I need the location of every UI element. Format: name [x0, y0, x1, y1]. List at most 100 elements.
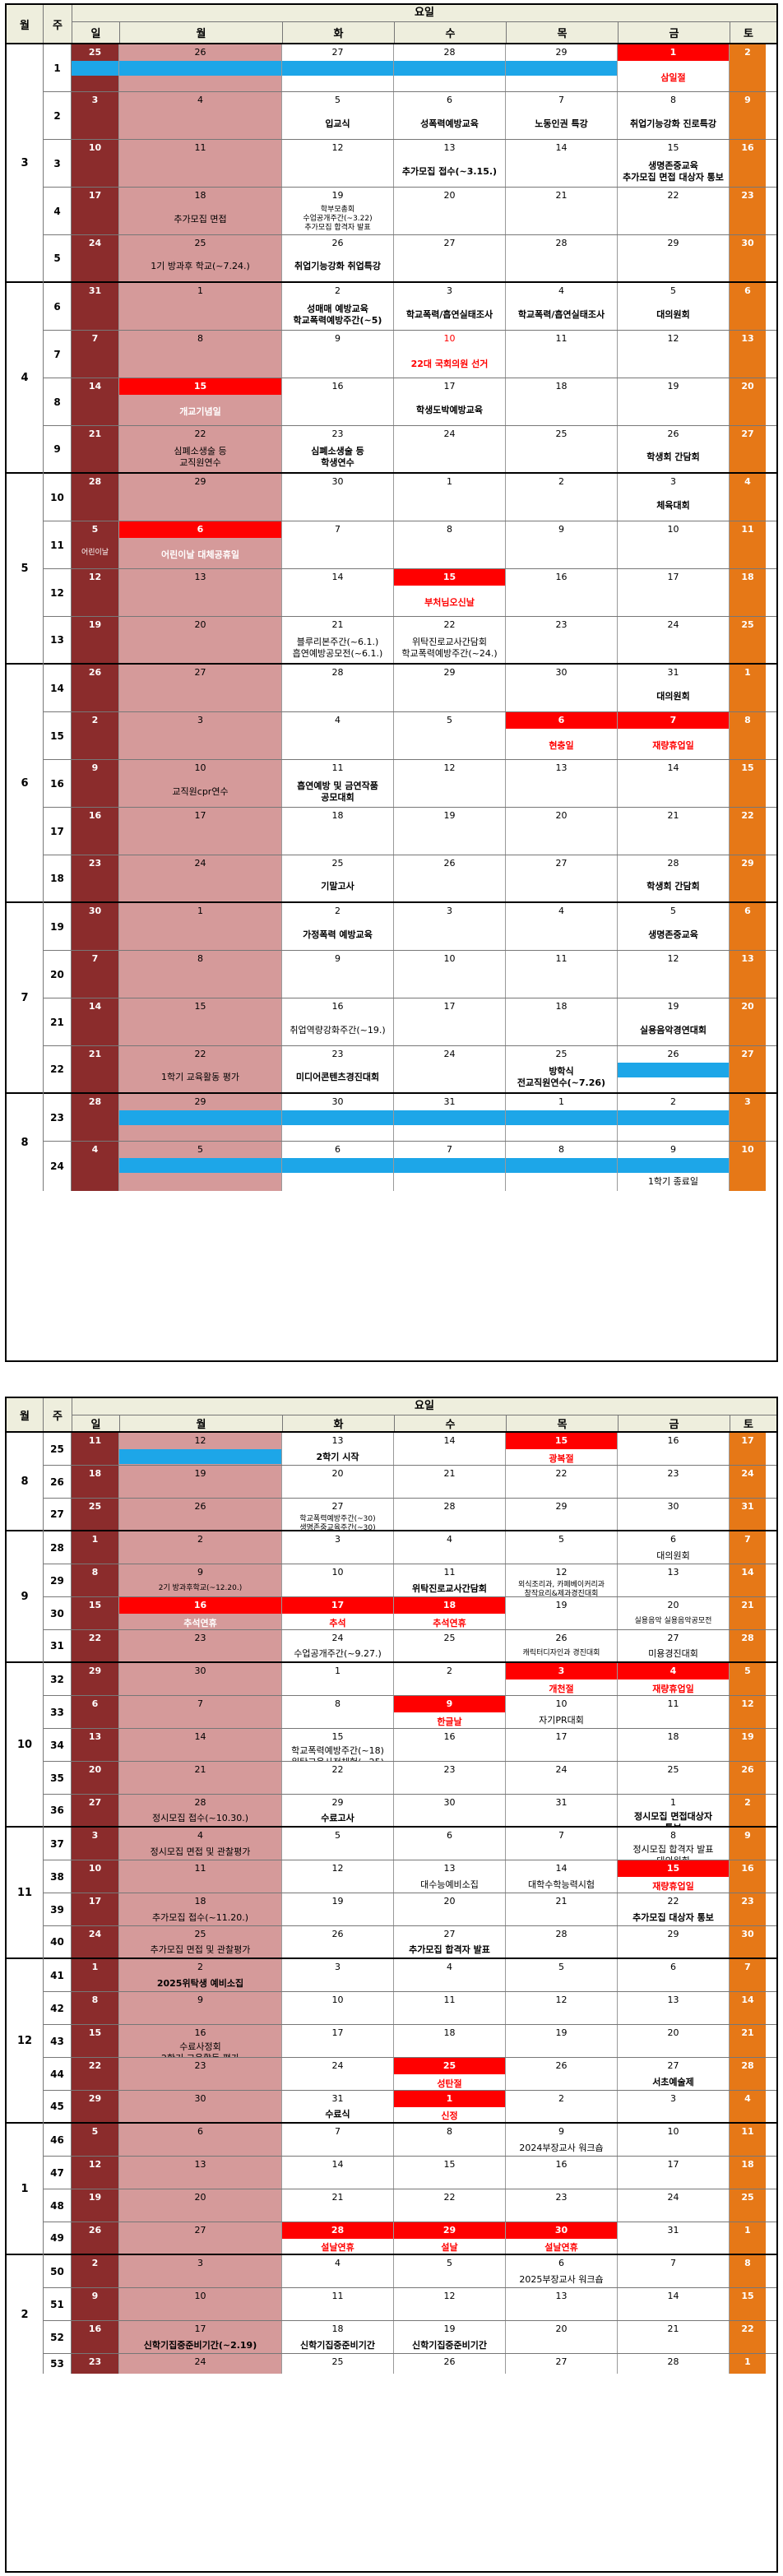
day-cell[interactable]: 16 수료사정회2학기 교육활동 평가 [119, 2025, 282, 2057]
day-cell[interactable]: 16 [282, 378, 394, 425]
day-cell[interactable]: 23 미디어콘텐츠경진대회 [282, 1046, 394, 1092]
day-cell[interactable]: 22 1학기 교육활동 평가 [119, 1046, 282, 1092]
day-cell[interactable]: 14 [618, 760, 730, 807]
day-cell[interactable]: 18 [618, 1729, 730, 1761]
day-cell[interactable]: 29 설날 [394, 2222, 506, 2254]
day-cell[interactable]: 10 22대 국회의원 선거 [394, 331, 506, 378]
day-cell[interactable]: 1 [72, 1959, 119, 1991]
day-cell[interactable]: 7 [72, 331, 119, 378]
day-cell[interactable]: 24 [119, 2354, 282, 2374]
day-cell[interactable]: 12 [282, 140, 394, 187]
day-cell[interactable]: 5 [730, 1663, 766, 1695]
day-cell[interactable]: 17 [394, 998, 506, 1045]
day-cell[interactable]: 20 [618, 2025, 730, 2057]
day-cell[interactable]: 14 [282, 569, 394, 616]
day-cell[interactable]: 11 [730, 521, 766, 568]
day-cell[interactable]: 19 [730, 1729, 766, 1761]
day-cell[interactable]: 26 학생회 간담회 [618, 426, 730, 472]
day-cell[interactable]: 29 [119, 474, 282, 521]
day-cell[interactable]: 2 성매매 예방교육 학교폭력예방주간(~5) [282, 283, 394, 330]
day-cell[interactable]: 19 [72, 2189, 119, 2222]
day-cell[interactable]: 25 [618, 1762, 730, 1794]
day-cell[interactable]: 27 [119, 2222, 282, 2254]
day-cell[interactable]: 9 2기 방과후학교(~12.20.) [119, 1564, 282, 1596]
day-cell[interactable]: 3 [72, 1828, 119, 1860]
day-cell[interactable]: 25 추가모집 면접 및 관찰평가 [119, 1926, 282, 1957]
day-cell[interactable]: 15 [730, 760, 766, 807]
day-cell[interactable]: 18 [730, 2157, 766, 2189]
day-cell[interactable]: 25 [282, 2354, 394, 2374]
day-cell[interactable]: 27 [506, 855, 618, 901]
day-cell[interactable]: 26 [72, 665, 119, 711]
day-cell[interactable]: 8 [119, 951, 282, 998]
day-cell[interactable]: 23 [618, 1466, 730, 1498]
day-cell[interactable]: 15 [394, 2157, 506, 2189]
day-cell[interactable]: 12 [72, 569, 119, 616]
day-cell[interactable]: 26 [119, 1499, 282, 1530]
day-cell[interactable]: 17 [119, 808, 282, 855]
day-cell[interactable]: 30 [730, 235, 766, 281]
day-cell[interactable]: 3 [618, 2091, 730, 2122]
day-cell[interactable]: 30 [119, 1663, 282, 1695]
day-cell[interactable]: 27 [394, 235, 506, 281]
day-cell[interactable]: 21 [394, 1466, 506, 1498]
day-cell[interactable]: 18 [72, 1466, 119, 1498]
day-cell[interactable]: 19 학부모총회 수업공개주간(~3.22) 추가모집 합격자 발표 [282, 188, 394, 234]
day-cell[interactable]: 30 [282, 1094, 394, 1141]
day-cell[interactable]: 31 [506, 1795, 618, 1826]
day-cell[interactable]: 23 [730, 188, 766, 234]
day-cell[interactable]: 17 [72, 1893, 119, 1925]
day-cell[interactable]: 1 [119, 903, 282, 950]
day-cell[interactable]: 29 [506, 1499, 618, 1530]
day-cell[interactable]: 5 어린이날 [72, 521, 119, 568]
day-cell[interactable]: 25 [72, 1499, 119, 1530]
day-cell[interactable]: 13 [730, 331, 766, 378]
day-cell[interactable]: 6 [394, 1828, 506, 1860]
day-cell[interactable]: 21 [506, 188, 618, 234]
day-cell[interactable]: 21 [618, 808, 730, 855]
day-cell[interactable]: 25 [72, 44, 119, 91]
day-cell[interactable]: 5 대의원회 [618, 283, 730, 330]
day-cell[interactable]: 11 흡연예방 및 금연작품 공모대회 [282, 760, 394, 807]
day-cell[interactable]: 27 서초예술제 [618, 2058, 730, 2090]
day-cell[interactable]: 9 2024부장교사 워크숍 [506, 2124, 618, 2156]
day-cell[interactable]: 18 추석연휴 [394, 1597, 506, 1629]
day-cell[interactable]: 28 [282, 665, 394, 711]
day-cell[interactable]: 11 [119, 140, 282, 187]
day-cell[interactable]: 20 실용음악 실용음악공모전 [618, 1597, 730, 1629]
day-cell[interactable]: 8 [506, 1142, 618, 1191]
day-cell[interactable]: 13 [618, 1992, 730, 2024]
day-cell[interactable]: 23 [72, 855, 119, 901]
day-cell[interactable]: 1 [394, 474, 506, 521]
day-cell[interactable]: 13 대수능예비소집 [394, 1860, 506, 1893]
day-cell[interactable]: 21 [119, 1762, 282, 1794]
day-cell[interactable]: 26 [506, 2058, 618, 2090]
day-cell[interactable]: 29 [72, 1663, 119, 1695]
day-cell[interactable]: 9 [282, 331, 394, 378]
day-cell[interactable]: 6 [618, 1959, 730, 1991]
day-cell[interactable]: 12 [506, 1992, 618, 2024]
day-cell[interactable]: 8 [72, 1992, 119, 2024]
day-cell[interactable]: 15 [730, 2288, 766, 2320]
day-cell[interactable]: 19 [506, 2025, 618, 2057]
day-cell[interactable]: 28 [730, 2058, 766, 2090]
day-cell[interactable]: 27 [730, 426, 766, 472]
day-cell[interactable]: 7 [282, 2124, 394, 2156]
day-cell[interactable]: 4 [730, 474, 766, 521]
day-cell[interactable]: 3 [72, 92, 119, 139]
day-cell[interactable]: 3 [119, 712, 282, 759]
day-cell[interactable]: 27 [506, 2354, 618, 2374]
day-cell[interactable]: 23 [394, 1762, 506, 1794]
day-cell[interactable]: 18 [730, 569, 766, 616]
day-cell[interactable]: 10 [730, 1142, 766, 1191]
day-cell[interactable]: 29 수료고사 [282, 1795, 394, 1826]
day-cell[interactable]: 10 [394, 951, 506, 998]
day-cell[interactable]: 22 [730, 808, 766, 855]
day-cell[interactable]: 2 2025위탁생 예비소집 [119, 1959, 282, 1991]
day-cell[interactable]: 10 [72, 1860, 119, 1893]
day-cell[interactable]: 20 [730, 378, 766, 425]
day-cell[interactable]: 29 [72, 2091, 119, 2122]
day-cell[interactable]: 26 [394, 2354, 506, 2374]
day-cell[interactable]: 17 [730, 1433, 766, 1465]
day-cell[interactable]: 11 [72, 1433, 119, 1465]
